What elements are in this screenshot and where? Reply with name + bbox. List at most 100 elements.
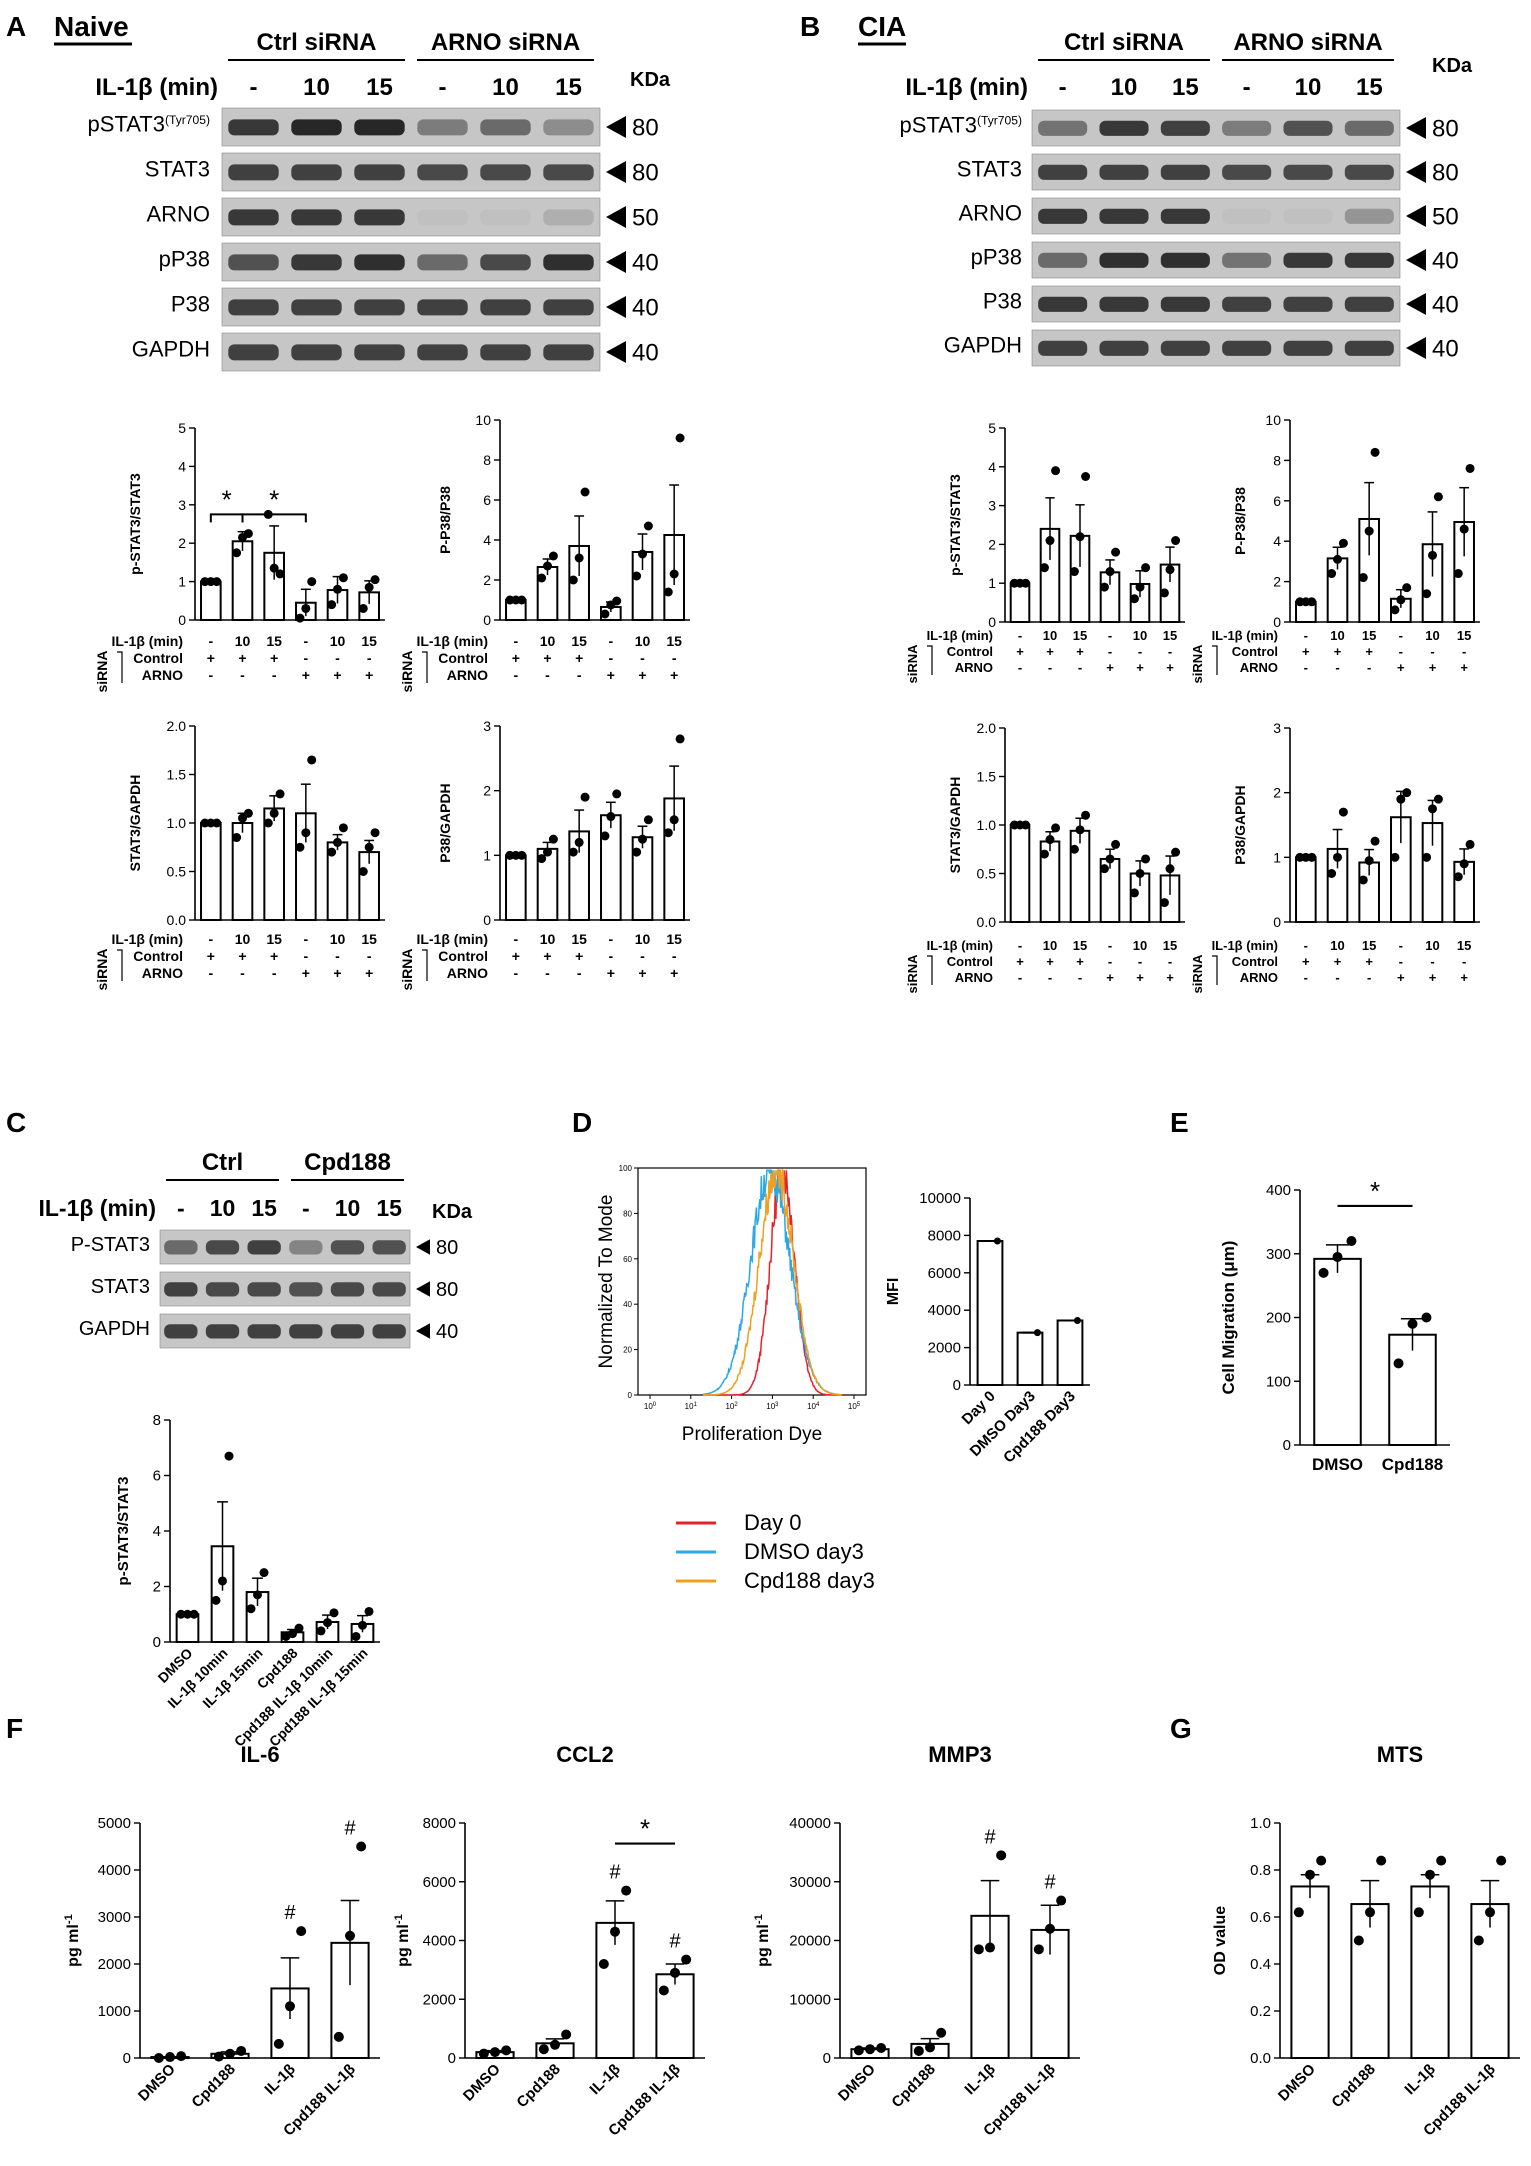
y-axis-label: STAT3/GAPDH	[947, 777, 963, 874]
data-point	[1393, 1358, 1404, 1369]
condition-row-label: Control	[1232, 954, 1278, 969]
blot-band	[1160, 340, 1210, 356]
blot-row-name: ARNO	[958, 200, 1022, 225]
data-point	[275, 789, 285, 799]
condition-sign: -	[1168, 644, 1172, 659]
data-point	[1165, 565, 1175, 575]
blot-band	[1222, 340, 1272, 356]
condition-bracket	[422, 651, 428, 683]
data-point	[307, 577, 317, 587]
data-point	[1425, 1869, 1435, 1880]
chart-title: IL-6	[240, 1742, 279, 1767]
data-point	[1407, 1318, 1418, 1329]
condition-sign: -	[1108, 954, 1112, 969]
data-point	[364, 1606, 374, 1616]
kda-arrow-marker	[606, 296, 626, 318]
condition-bracket	[1212, 645, 1218, 675]
data-point	[621, 1885, 632, 1896]
y-axis-label: MFI	[885, 1278, 902, 1306]
blot-band	[1283, 340, 1333, 356]
y-tick-label: 0	[988, 614, 996, 630]
condition-sign: -	[335, 650, 340, 666]
blot-strip	[159, 1271, 411, 1307]
blot-strip	[221, 197, 601, 237]
blot-row-label: STAT3	[145, 157, 210, 182]
y-axis-label: pg ml-1	[63, 1914, 82, 1967]
blot-lane-label: 15	[366, 74, 393, 101]
data-point	[356, 1841, 367, 1852]
blot-band	[1222, 120, 1272, 136]
condition-sirna-label: siRNA	[905, 644, 920, 684]
data-point	[225, 2048, 235, 2059]
bar	[1295, 856, 1317, 923]
data-point	[610, 1926, 620, 1937]
condition-il-value: -	[1304, 628, 1308, 643]
blot-band	[228, 119, 279, 136]
blot-band	[1283, 164, 1333, 180]
category-label: IL-1β	[586, 2061, 623, 2098]
data-point	[1390, 852, 1400, 862]
data-point	[1033, 1944, 1044, 1955]
y-axis-label: P-P38/P38	[437, 486, 453, 554]
category-label: DMSO	[1275, 2061, 1319, 2105]
blot-lane-label: 10	[1295, 74, 1322, 101]
blot-band	[417, 209, 468, 226]
histogram-frame	[637, 1167, 867, 1396]
category-label: Cpd188	[1382, 1455, 1443, 1474]
blot-band	[1160, 208, 1210, 224]
significance-star: *	[640, 1814, 650, 1844]
condition-sign: +	[1334, 954, 1342, 969]
condition-sign: +	[1016, 644, 1024, 659]
y-tick-label: 400	[1266, 1182, 1291, 1199]
significance-bracket	[209, 513, 244, 523]
data-point	[1358, 875, 1368, 885]
data-point	[517, 850, 527, 860]
histogram-x-tick-base: 10	[644, 1402, 653, 1411]
y-tick-label: 2	[483, 572, 491, 588]
blot-band	[1160, 164, 1210, 180]
condition-sign: -	[577, 965, 582, 981]
y-tick-label: 2000	[423, 1991, 456, 2008]
histogram-x-tick-exp: 1	[694, 1402, 698, 1408]
blot-lane-label: 10	[1111, 74, 1138, 101]
condition-sign: -	[608, 650, 613, 666]
condition-sign: -	[1304, 660, 1308, 675]
data-point	[675, 734, 685, 744]
blot-group-label: ARNO siRNA	[431, 29, 580, 56]
blot-band	[289, 1240, 323, 1255]
condition-sign: -	[240, 667, 245, 683]
histogram-x-tick-exp: 4	[816, 1402, 820, 1408]
y-tick-label: 2.0	[167, 718, 187, 734]
condition-sign: -	[1138, 644, 1142, 659]
condition-sign: +	[302, 965, 310, 981]
data-point	[1081, 472, 1091, 481]
data-point	[307, 755, 317, 765]
blot-row-name: P38	[983, 288, 1022, 313]
y-axis-label: p-STAT3/STAT3	[947, 474, 963, 576]
condition-il-label: IL-1β (min)	[927, 938, 993, 953]
data-point	[1073, 1316, 1081, 1324]
y-axis-unit-superscript: -1	[393, 1914, 405, 1924]
blot-band	[289, 1282, 323, 1297]
data-point	[338, 823, 348, 833]
data-point	[212, 577, 222, 587]
blot-band	[417, 299, 468, 316]
data-point	[333, 837, 342, 847]
blot-band	[1099, 120, 1149, 136]
condition-bracket	[927, 955, 933, 985]
bar	[1388, 1333, 1437, 1447]
data-point	[364, 582, 374, 592]
histogram-y-label: Normalized To Mode	[596, 1195, 617, 1369]
y-axis-label-text: STAT3/GAPDH	[947, 777, 963, 874]
condition-sirna-label: siRNA	[399, 948, 415, 990]
category-label: Cpd188 Day3	[1000, 1388, 1079, 1467]
condition-sign: -	[1399, 954, 1403, 969]
blot-lane-label: 10	[303, 74, 330, 101]
data-point	[1069, 844, 1079, 854]
category-label: IL-1β	[1401, 2061, 1438, 2098]
histogram-x-tick-base: 10	[685, 1402, 694, 1411]
data-point	[1370, 836, 1380, 846]
blot-strip	[1031, 329, 1401, 367]
